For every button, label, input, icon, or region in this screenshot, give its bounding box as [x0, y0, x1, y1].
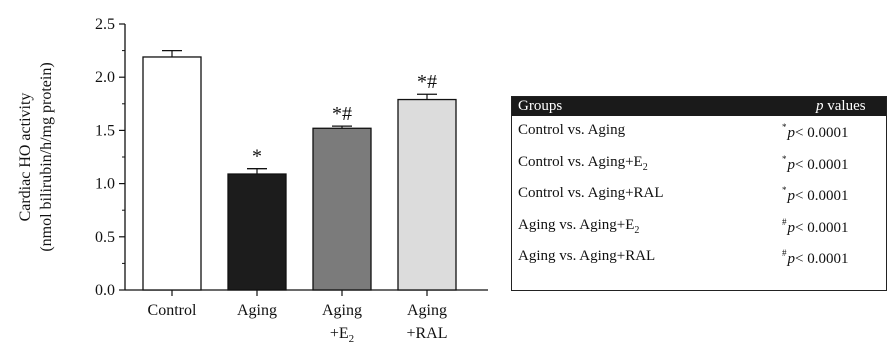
- significance-mark: *#: [417, 71, 437, 93]
- y-tick-label: 0.5: [95, 229, 115, 246]
- bar: [397, 98, 457, 291]
- p-value: #p< 0.0001: [782, 248, 849, 267]
- x-tick-label: Control: [148, 302, 197, 319]
- bar: [227, 173, 287, 291]
- p-values-table: Groups p values Control vs. Aging *p< 0.0…: [511, 96, 887, 291]
- x-tick-label-line2: +E2: [330, 325, 354, 345]
- y-tick-label: 1.0: [95, 176, 115, 193]
- y-axis-title: Cardiac HO activity: [17, 93, 34, 222]
- p-symbol: p: [816, 98, 824, 114]
- x-tick-label-line2: +RAL: [406, 325, 447, 342]
- bar: [312, 127, 372, 291]
- p-value: *p< 0.0001: [782, 153, 849, 173]
- significance-mark: *#: [332, 103, 352, 125]
- y-tick-label: 2.0: [95, 69, 115, 86]
- significance-mark: *: [252, 146, 262, 168]
- y-tick-label: 0.0: [95, 282, 115, 299]
- y-tick-label: 1.5: [95, 122, 115, 139]
- bar-chart: 0.0 0.5 1.0 1.5 2.0 2.5 Cardiac HO activity (nm…: [17, 16, 488, 345]
- p-value: #p< 0.0001: [782, 216, 849, 236]
- p-value: *p< 0.0001: [782, 185, 849, 204]
- table-row: Aging vs. Aging+RAL #p< 0.0001: [512, 248, 886, 272]
- groups-header: Groups: [518, 98, 563, 114]
- comparison-groups: Aging vs. Aging+RAL: [518, 248, 656, 264]
- x-tick-label: Aging: [322, 302, 362, 319]
- values-word: values: [823, 98, 866, 114]
- y-tick-label: 2.5: [95, 16, 115, 33]
- table-row: Control vs. Aging+RAL *p< 0.0001: [512, 185, 886, 209]
- p-values-header: p values: [816, 98, 866, 115]
- table-row: Aging vs. Aging+E2 #p< 0.0001: [512, 217, 886, 241]
- comparison-groups: Aging vs. Aging+E2: [518, 216, 640, 236]
- comparison-groups: Control vs. Aging+E2: [518, 153, 648, 173]
- comparison-groups: Control vs. Aging: [518, 122, 626, 138]
- table-row: Control vs. Aging *p< 0.0001: [512, 122, 886, 146]
- comparison-groups: Control vs. Aging+RAL: [518, 185, 664, 201]
- table-header: Groups p values: [512, 97, 886, 116]
- x-tick-label: Aging: [237, 302, 277, 319]
- table-row: Control vs. Aging+E2 *p< 0.0001: [512, 154, 886, 178]
- p-value: *p< 0.0001: [782, 122, 849, 141]
- y-axis-unit: (nmol bilirubin/h/mg protein): [38, 62, 55, 251]
- x-tick-label: Aging: [407, 302, 447, 319]
- bar: [142, 56, 202, 291]
